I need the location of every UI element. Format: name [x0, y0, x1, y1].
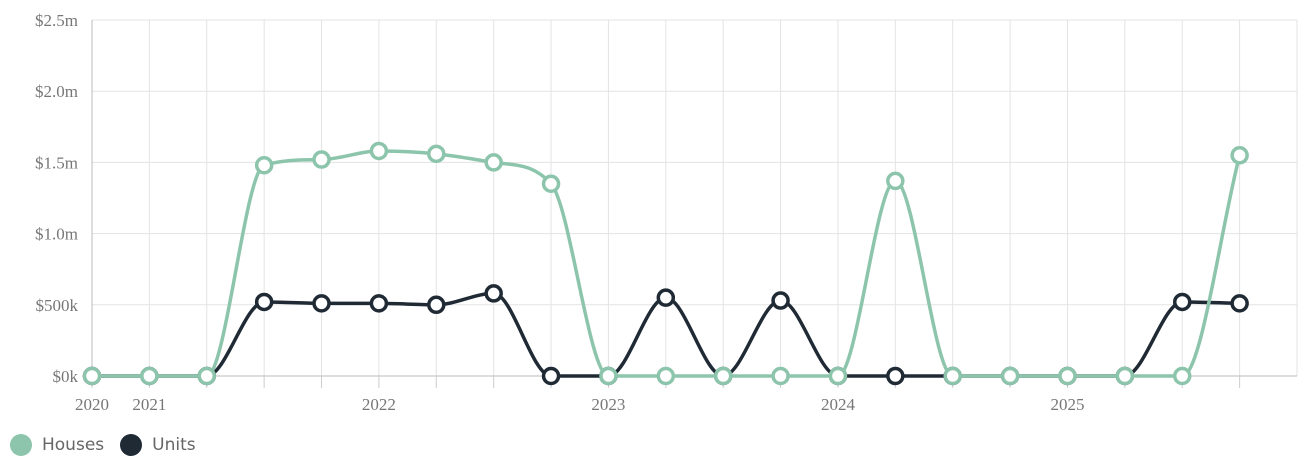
data-point-units[interactable]	[484, 284, 503, 303]
data-point-units[interactable]	[427, 295, 446, 315]
data-point-units[interactable]	[656, 288, 676, 307]
legend-item-units[interactable]: Units	[120, 434, 196, 456]
series-houses	[82, 141, 1249, 386]
x-tick-label: 2025	[1050, 395, 1084, 414]
data-point-houses[interactable]	[82, 366, 102, 386]
data-point-houses[interactable]	[369, 141, 389, 161]
chart-legend: Houses Units	[10, 434, 212, 456]
data-point-units[interactable]	[312, 294, 331, 313]
y-tick-label: $2.5m	[35, 11, 78, 30]
data-point-houses[interactable]	[1000, 366, 1020, 386]
data-point-houses[interactable]	[1058, 366, 1077, 386]
x-tick-label: 2023	[591, 395, 625, 414]
data-point-units[interactable]	[771, 291, 790, 310]
chart-grid	[92, 19, 1298, 377]
data-point-houses[interactable]	[713, 366, 733, 386]
y-tick-label: $1.0m	[35, 225, 78, 244]
data-point-houses[interactable]	[140, 366, 159, 386]
data-point-houses[interactable]	[656, 366, 676, 386]
data-point-houses[interactable]	[484, 153, 503, 172]
legend-swatch-houses	[10, 434, 32, 456]
y-tick-label: $0k	[53, 367, 79, 386]
y-tick-label: $500k	[36, 296, 79, 315]
data-point-units[interactable]	[254, 292, 274, 312]
data-point-houses[interactable]	[886, 171, 905, 191]
data-point-units[interactable]	[369, 294, 389, 313]
chart-series	[82, 141, 1249, 386]
data-point-houses[interactable]	[828, 366, 848, 386]
y-tick-label: $2.0m	[35, 82, 78, 101]
data-point-units[interactable]	[886, 366, 905, 386]
data-point-units[interactable]	[1230, 294, 1249, 313]
chart-axes	[91, 20, 1297, 388]
data-point-houses[interactable]	[943, 366, 962, 386]
legend-item-houses[interactable]: Houses	[10, 434, 104, 456]
y-tick-label: $1.5m	[35, 153, 78, 172]
data-point-houses[interactable]	[197, 366, 217, 386]
x-tick-label: 2021	[132, 395, 166, 414]
data-point-houses[interactable]	[771, 366, 790, 386]
data-point-houses[interactable]	[312, 150, 331, 169]
data-point-houses[interactable]	[541, 174, 561, 194]
x-tick-label: 2024	[821, 395, 856, 414]
legend-swatch-units	[120, 434, 143, 456]
chart-tick-labels: $0k $500k $1.0m $1.5m $2.0m $2.5m 2020 2021 2022…	[35, 11, 1084, 414]
x-tick-label: 2022	[362, 395, 396, 414]
data-point-units[interactable]	[541, 366, 561, 386]
data-point-houses[interactable]	[599, 366, 618, 386]
data-point-houses[interactable]	[427, 144, 446, 164]
x-tick-label: 2020	[75, 395, 109, 414]
data-point-houses[interactable]	[1172, 366, 1192, 386]
data-point-houses[interactable]	[1115, 366, 1135, 386]
data-point-units[interactable]	[1172, 292, 1192, 312]
data-point-houses[interactable]	[1230, 146, 1249, 165]
data-point-houses[interactable]	[254, 155, 274, 175]
legend-label-houses: Houses	[42, 435, 105, 455]
line-chart: $0k $500k $1.0m $1.5m $2.0m $2.5m 2020 2021 2022…	[35, 11, 1298, 414]
legend-label-units: Units	[152, 435, 196, 455]
